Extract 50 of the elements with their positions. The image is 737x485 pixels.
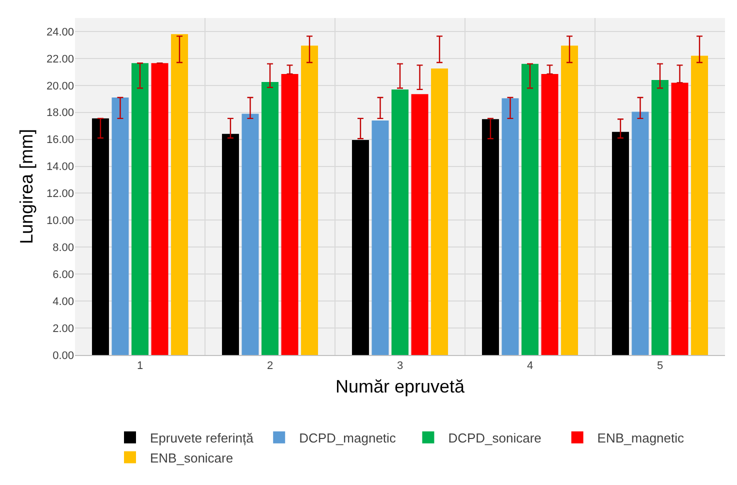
y-tick-label: 14.00 <box>46 161 74 174</box>
y-tick-label: 24.00 <box>46 26 74 38</box>
legend-label: DCPD_magnetic <box>299 430 396 446</box>
bar <box>112 98 129 355</box>
y-tick-label: 10.00 <box>46 215 74 228</box>
y-tick-label: 12.00 <box>46 188 74 200</box>
bar <box>262 82 278 355</box>
y-tick-label: 6.00 <box>52 268 74 281</box>
bar <box>431 68 448 355</box>
x-axis-title: Număr epruvetă <box>335 376 466 396</box>
y-tick-label: 18.00 <box>46 107 74 120</box>
y-tick-label: 16.00 <box>46 134 74 146</box>
x-tick-label: 1 <box>136 360 144 372</box>
bar <box>92 118 109 355</box>
bar <box>502 98 519 355</box>
bar <box>222 134 239 355</box>
bar <box>352 140 369 355</box>
legend-label: ENB_magnetic <box>597 430 685 446</box>
bar <box>132 63 148 355</box>
legend-label: DCPD_sonicare <box>448 430 542 446</box>
bar <box>691 56 708 355</box>
y-tick-label: 20.00 <box>46 80 74 92</box>
bar <box>652 80 668 355</box>
bar <box>171 34 188 355</box>
bar <box>301 46 318 355</box>
y-tick-label: 0.00 <box>52 350 74 362</box>
bar <box>561 46 578 355</box>
x-tick-label: 4 <box>526 360 534 372</box>
legend-label: Epruvete referință <box>150 430 254 446</box>
bar <box>242 114 259 355</box>
bar <box>392 89 408 355</box>
bar <box>632 112 649 355</box>
bar <box>151 63 168 355</box>
bar <box>281 74 298 355</box>
x-tick-label: 5 <box>656 360 664 372</box>
y-tick-label: 22.00 <box>46 53 74 66</box>
bar <box>671 82 688 355</box>
bar <box>612 132 629 355</box>
bar <box>411 94 428 355</box>
y-tick-label: 2.00 <box>52 322 74 335</box>
x-tick-label: 3 <box>396 360 404 372</box>
y-tick-label: 4.00 <box>52 296 74 308</box>
bar <box>541 74 558 355</box>
y-axis-title: Lungirea [mm] <box>16 128 37 244</box>
bar <box>372 120 389 355</box>
legend-label: ENB_sonicare <box>150 450 234 466</box>
bar <box>482 119 499 355</box>
x-tick-label: 2 <box>266 360 274 372</box>
y-tick-label: 8.00 <box>52 242 74 254</box>
bar <box>522 64 538 355</box>
